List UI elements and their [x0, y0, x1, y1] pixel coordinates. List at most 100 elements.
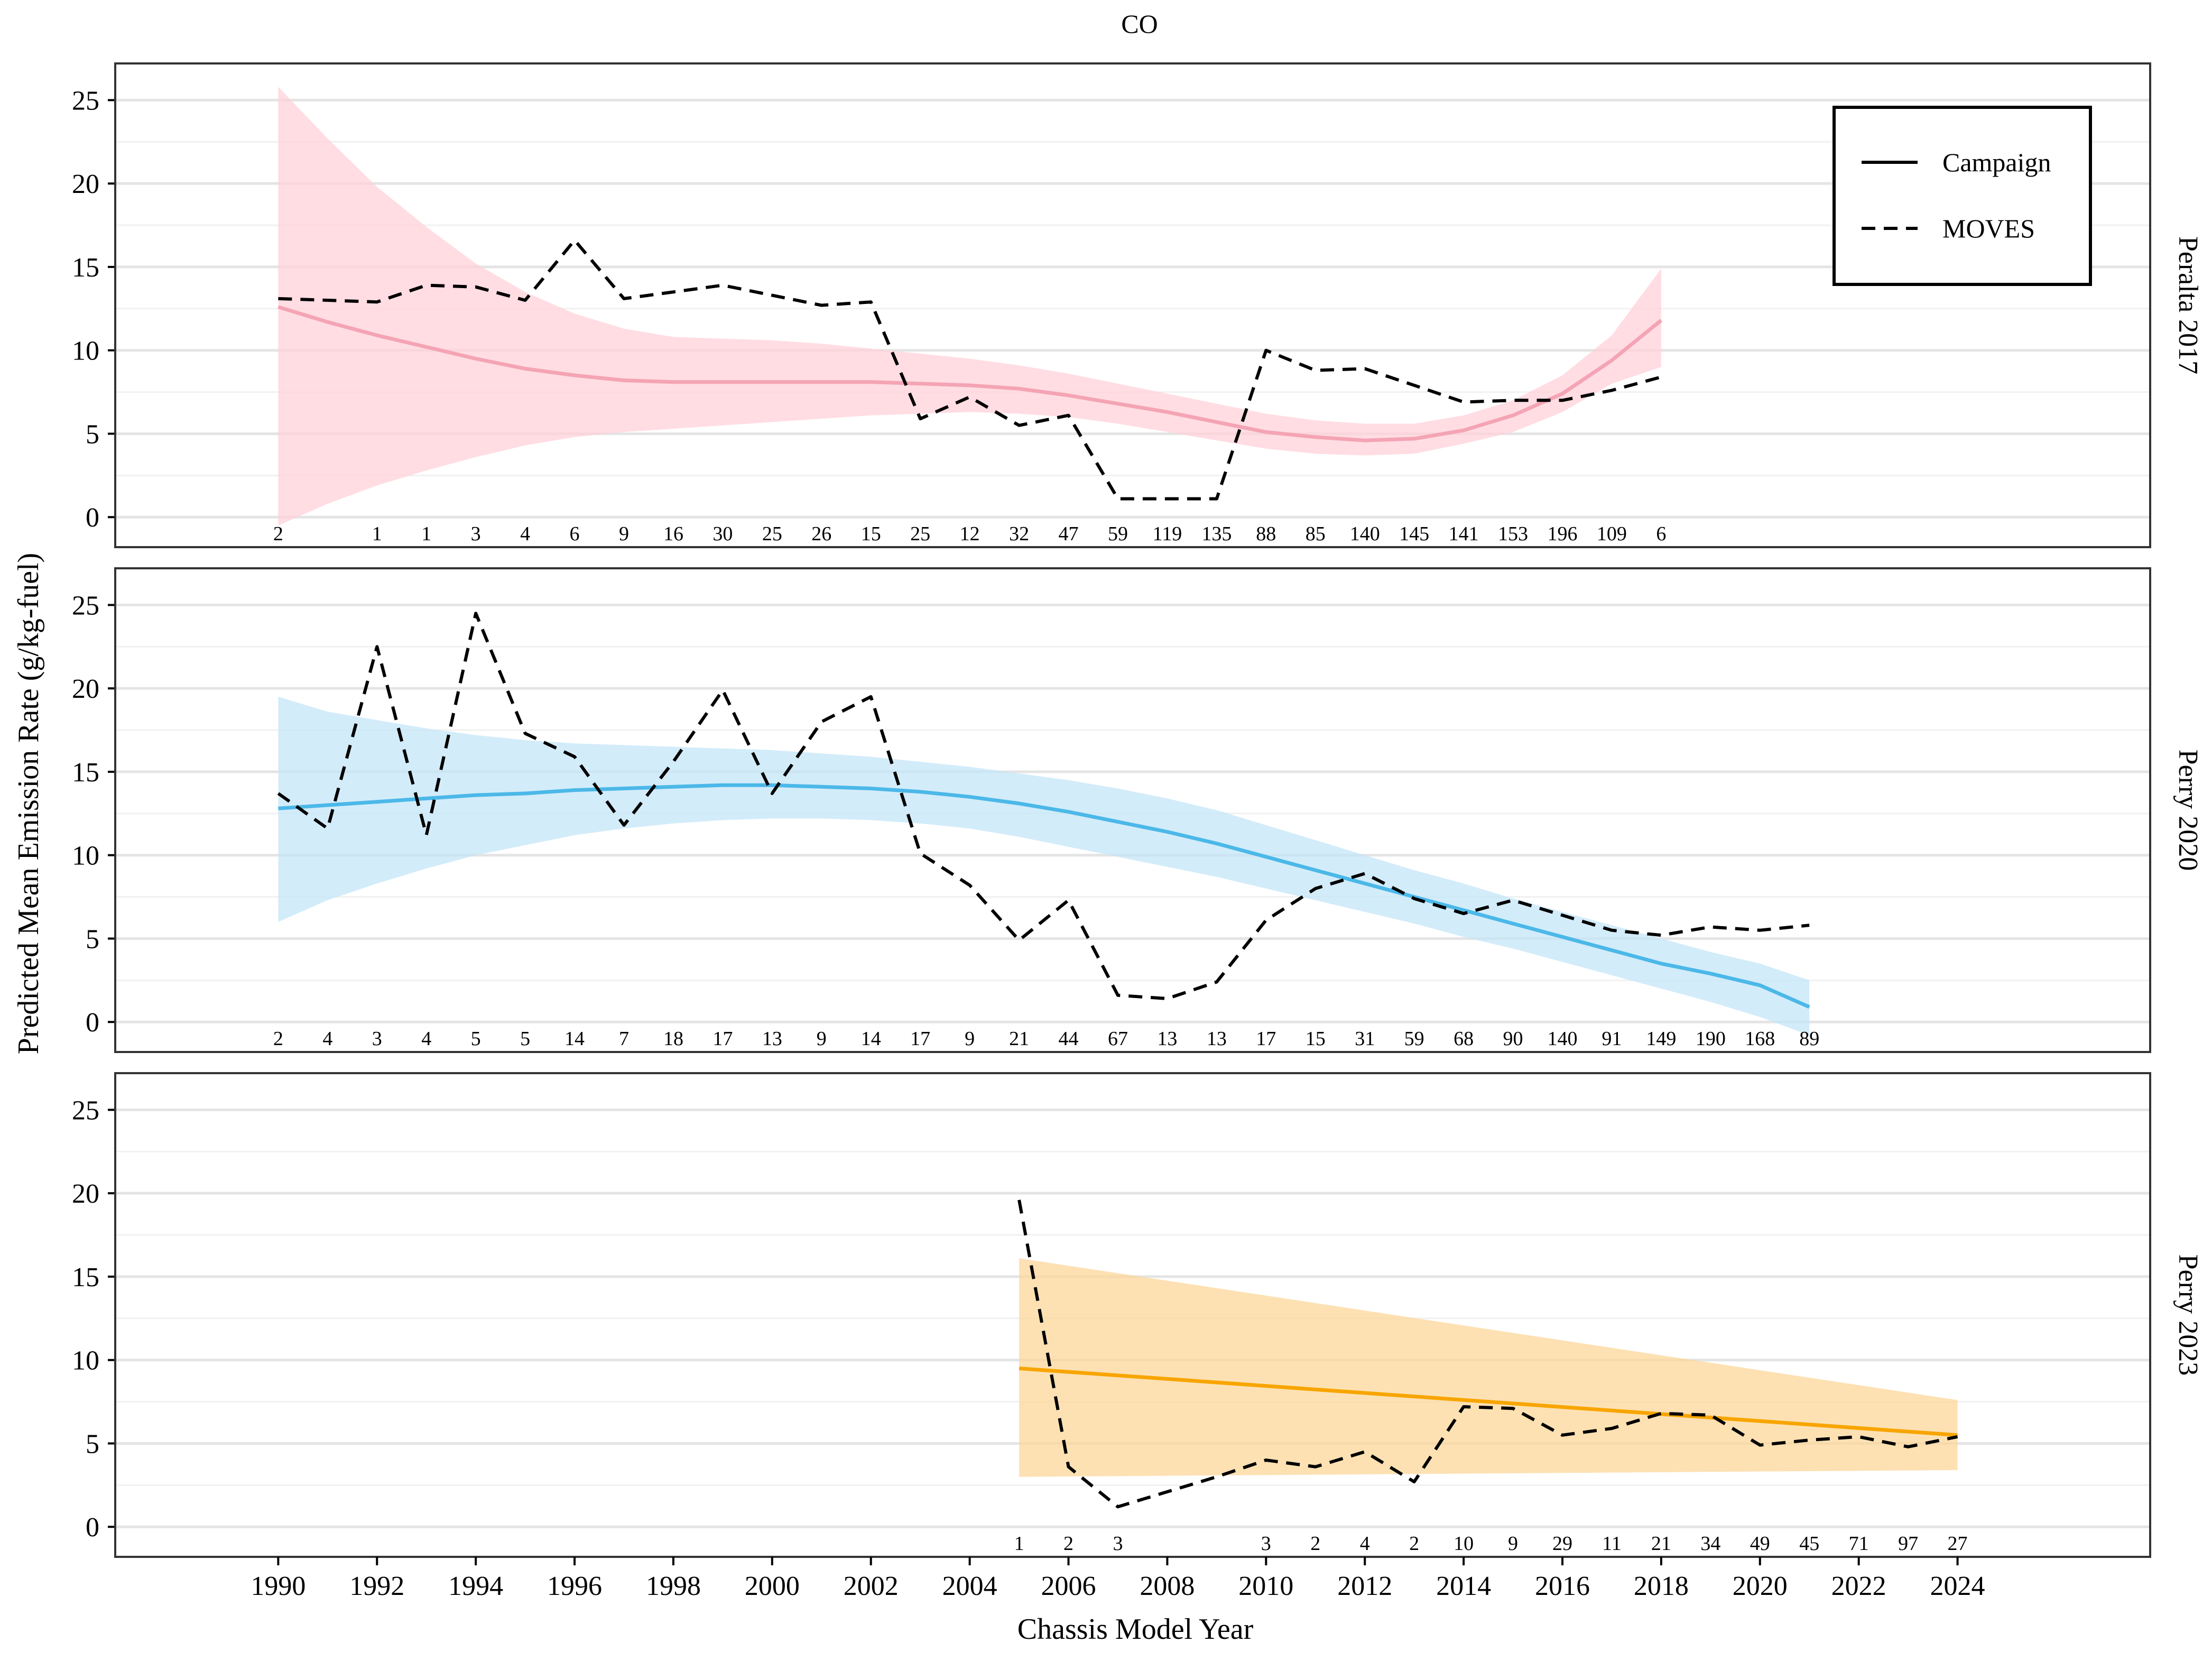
sample-count-label: 91 [1602, 1028, 1622, 1050]
sample-count-label: 196 [1547, 523, 1577, 545]
y-tick-label: 10 [72, 336, 99, 366]
sample-count-label: 25 [910, 523, 930, 545]
sample-count-label: 2 [273, 523, 283, 545]
sample-count-label: 109 [1597, 523, 1627, 545]
x-tick-label: 1990 [251, 1571, 306, 1601]
sample-count-label: 9 [1508, 1533, 1518, 1555]
sample-count-label: 17 [712, 1028, 733, 1050]
sample-count-label: 10 [1454, 1533, 1474, 1555]
x-tick-label: 2016 [1535, 1571, 1590, 1601]
x-axis: 1990 1992 1994 1996 1998 2000 2002 2004 2006 2008… [251, 1557, 1985, 1601]
sample-count-label: 7 [619, 1028, 629, 1050]
sample-count-label: 11 [1602, 1533, 1622, 1555]
sample-count-label: 168 [1745, 1028, 1775, 1050]
sample-count-label: 14 [861, 1028, 881, 1050]
sample-count-label: 16 [663, 523, 683, 545]
sample-count-label: 12 [960, 523, 980, 545]
sample-count-label: 2 [273, 1028, 283, 1050]
sample-count-label: 18 [663, 1028, 683, 1050]
panel-1: 0 5 10 15 20 25 2 1 1 3 4 6 9 16 30 25 26 15 25 12 32 47 59 119… [72, 62, 2203, 548]
panel-3: 0 5 10 15 20 25 1 2 3 3 2 4 2 10 9 29 11 21 34 49 45 71 97 27 Pe… [72, 1072, 2203, 1558]
x-tick-label: 2006 [1041, 1571, 1096, 1601]
y-tick-label: 0 [86, 1008, 99, 1038]
sample-count-label: 5 [471, 1028, 481, 1050]
sample-count-label: 2 [1063, 1533, 1073, 1555]
sample-count-label: 9 [619, 523, 629, 545]
x-tick-label: 2004 [942, 1571, 997, 1601]
sample-count-label: 90 [1503, 1028, 1523, 1050]
y-tick-label: 5 [86, 924, 99, 954]
sample-count-label: 1 [1014, 1533, 1024, 1555]
panel-border [114, 1072, 2151, 1558]
x-tick-label: 2014 [1436, 1571, 1491, 1601]
sample-count-label: 15 [861, 523, 881, 545]
y-tick-label: 20 [72, 674, 99, 704]
sample-count-label: 44 [1059, 1028, 1079, 1050]
x-tick-label: 1998 [646, 1571, 701, 1601]
sample-count-label: 3 [372, 1028, 382, 1050]
sample-count-label: 190 [1696, 1028, 1726, 1050]
sample-count-label: 6 [570, 523, 580, 545]
sample-count-label: 1 [372, 523, 382, 545]
sample-count-label: 4 [1360, 1533, 1370, 1555]
x-tick-label: 2010 [1238, 1571, 1293, 1601]
sample-count-label: 49 [1750, 1533, 1770, 1555]
sample-count-label: 85 [1306, 523, 1326, 545]
sample-count-label: 149 [1646, 1028, 1676, 1050]
strip-label: Perry 2023 [2173, 1254, 2203, 1376]
y-tick-label: 15 [72, 1262, 99, 1293]
legend: Campaign MOVES [1832, 106, 2092, 286]
sample-count-label: 88 [1256, 523, 1276, 545]
y-tick-label: 20 [72, 169, 99, 199]
sample-count-label: 71 [1849, 1533, 1869, 1555]
sample-count-label: 21 [1009, 1028, 1029, 1050]
sample-count-label: 1 [421, 523, 431, 545]
legend-campaign-label: Campaign [1942, 147, 2051, 177]
campaign-line [278, 783, 1810, 1009]
sample-count-label: 32 [1009, 523, 1029, 545]
y-tick-label: 10 [72, 841, 99, 871]
x-tick-label: 2002 [844, 1571, 899, 1601]
sample-count-label: 9 [817, 1028, 827, 1050]
sample-count-label: 34 [1700, 1533, 1720, 1555]
sample-count-label: 13 [1207, 1028, 1227, 1050]
moves-line [1017, 1199, 1958, 1509]
confidence-band [278, 87, 1661, 525]
x-tick-label: 2020 [1733, 1571, 1788, 1601]
x-tick-label: 1994 [448, 1571, 503, 1601]
sample-count-label: 17 [910, 1028, 930, 1050]
sample-count-label: 135 [1201, 523, 1232, 545]
sample-count-label: 68 [1454, 1028, 1474, 1050]
y-tick-label: 20 [72, 1179, 99, 1209]
y-tick-label: 0 [86, 503, 99, 533]
sample-count-label: 27 [1948, 1533, 1968, 1555]
y-tick-label: 5 [86, 1429, 99, 1459]
sample-count-label: 26 [811, 523, 831, 545]
legend-moves-label: MOVES [1942, 214, 2035, 243]
y-axis-title: Predicted Mean Emission Rate (g/kg-fuel) [12, 553, 45, 1055]
x-tick-label: 2000 [745, 1571, 800, 1601]
sample-count-label: 47 [1059, 523, 1079, 545]
sample-count-label: 140 [1350, 523, 1380, 545]
y-tick-label: 15 [72, 253, 99, 283]
x-tick-label: 1992 [349, 1571, 404, 1601]
y-tick-label: 10 [72, 1346, 99, 1376]
confidence-band [278, 696, 1810, 1036]
sample-count-label: 3 [1113, 1533, 1123, 1555]
sample-count-label: 31 [1355, 1028, 1375, 1050]
sample-count-label: 4 [421, 1028, 431, 1050]
sample-count-label: 21 [1651, 1533, 1671, 1555]
moves-line [278, 238, 1662, 501]
sample-count-label: 119 [1153, 523, 1182, 545]
y-tick-label: 25 [72, 86, 99, 116]
panel-2: 0 5 10 15 20 25 2 4 3 4 5 5 14 7 18 17 13 9 14 17 9 21 44 67 13 1… [72, 567, 2203, 1053]
sample-count-label: 2 [1310, 1533, 1320, 1555]
campaign-line [277, 305, 1663, 442]
sample-count-label: 30 [712, 523, 733, 545]
panel-border [114, 567, 2151, 1053]
x-tick-label: 2012 [1337, 1571, 1392, 1601]
x-tick-label: 2008 [1140, 1571, 1195, 1601]
sample-count-label: 3 [471, 523, 481, 545]
